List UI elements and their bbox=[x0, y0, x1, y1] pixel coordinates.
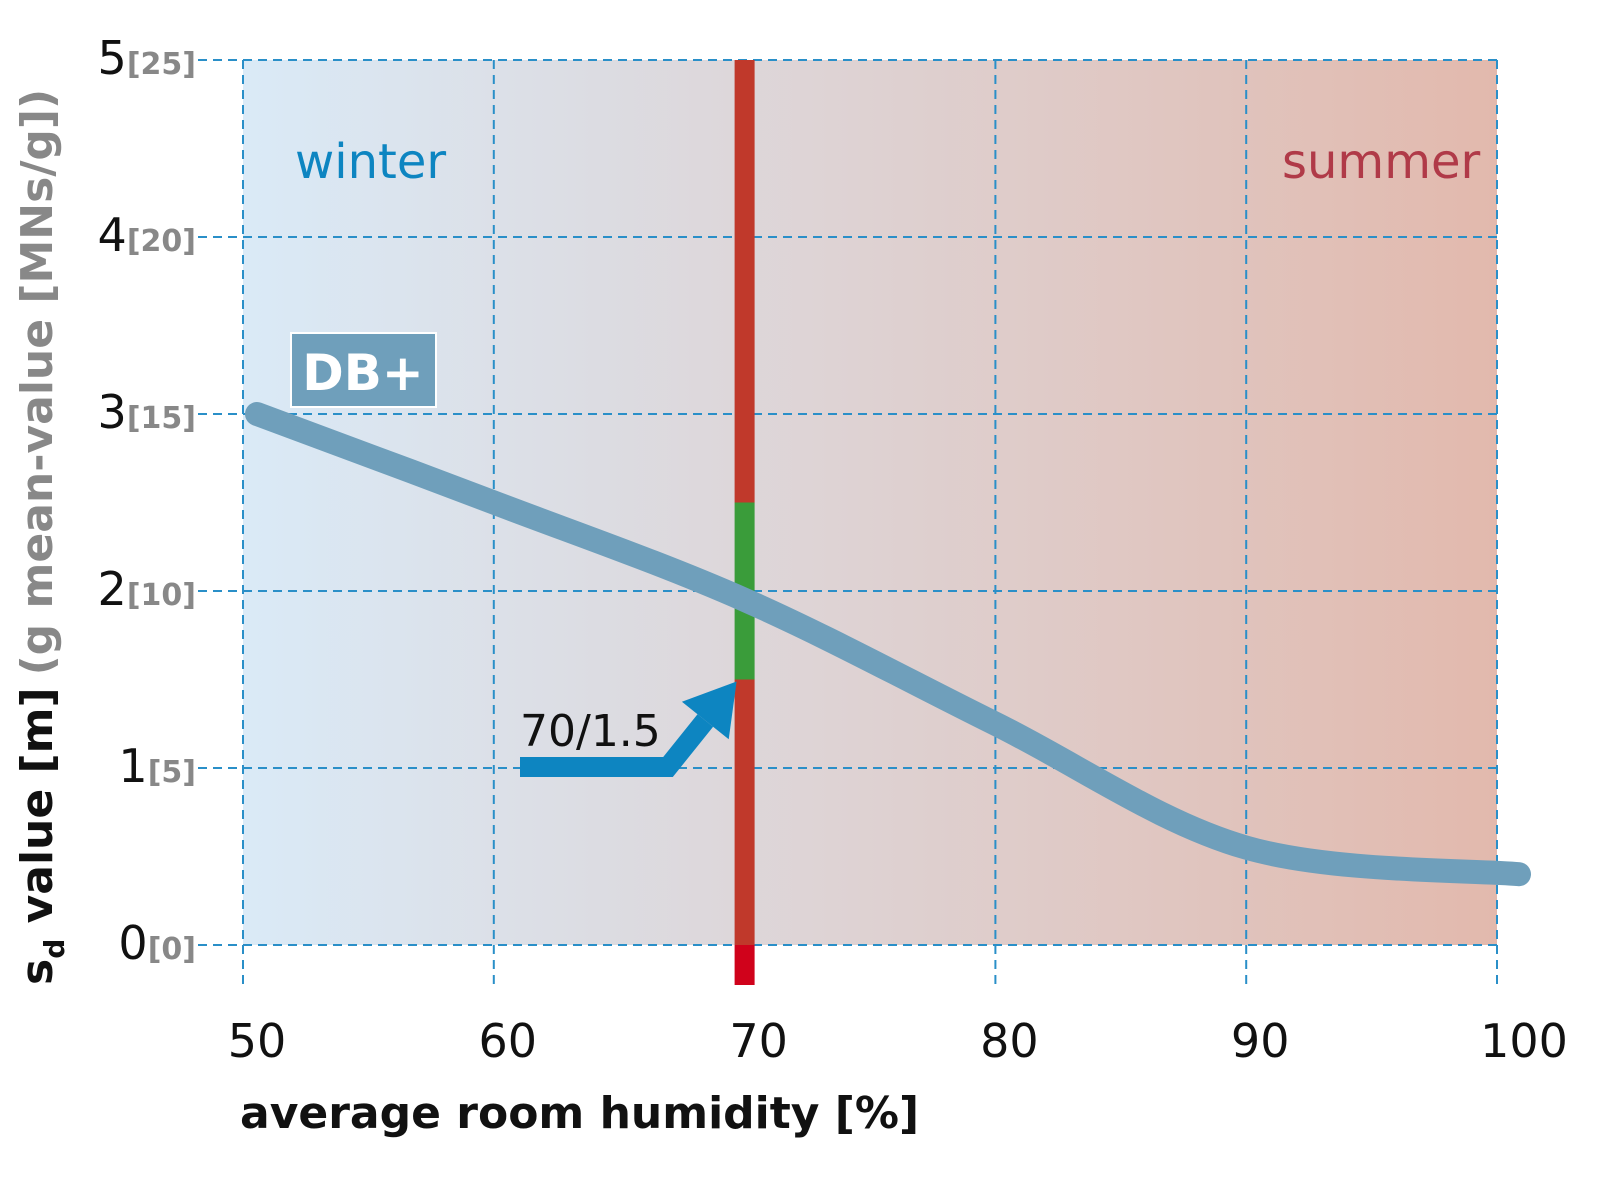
y-tick-secondary: [15] bbox=[127, 401, 196, 436]
series-db-plus bbox=[245, 402, 1531, 887]
season-labels: winter summer bbox=[295, 134, 1480, 190]
y-tick-label: 3[15] bbox=[98, 385, 196, 439]
y-axis-title-secondary: (g mean-value [MNs/g]) bbox=[12, 89, 63, 676]
y-tick-secondary: [25] bbox=[127, 47, 196, 82]
legend-label-db-plus: DB+ bbox=[302, 344, 424, 402]
x-tick-label: 100 bbox=[1480, 1014, 1568, 1068]
summer-label: summer bbox=[1282, 134, 1480, 190]
annotation-text: 70/1.5 bbox=[520, 706, 661, 757]
y-axis-title-prefix: s bbox=[12, 959, 63, 985]
y-tick-secondary: [0] bbox=[148, 932, 196, 967]
y-tick-secondary: [10] bbox=[127, 578, 196, 613]
y-tick-label: 2[10] bbox=[98, 562, 196, 616]
legend-box bbox=[290, 332, 437, 408]
x-tick-label: 70 bbox=[729, 1014, 788, 1068]
x-tick-label: 80 bbox=[980, 1014, 1039, 1068]
y-tick-main: 2 bbox=[98, 562, 127, 616]
y-tick-secondary: [5] bbox=[148, 755, 196, 790]
y-axis-title: sd value [m] (g mean-value [MNs/g]) bbox=[12, 89, 71, 985]
svg-text:sd value [m](g mean-value [MNs: sd value [m] (g mean-value [MNs/g]) bbox=[12, 89, 71, 985]
x-axis-title: average room humidity [%] bbox=[240, 1088, 919, 1139]
annotation-arrow-shaft bbox=[520, 714, 714, 777]
series-line-db-plus bbox=[245, 402, 1531, 887]
y-tick-main: 0 bbox=[118, 916, 147, 970]
x-tick-label: 60 bbox=[479, 1014, 538, 1068]
y-axis-ticks: 0[0] 1[5] 2[10] 3[15] 4[20] 5[25] bbox=[98, 31, 196, 970]
y-tick-label: 0[0] bbox=[118, 916, 196, 970]
y-tick-main: 4 bbox=[98, 208, 127, 262]
y-axis-title-suffix: value [m] bbox=[12, 687, 63, 938]
x-tick-label: 90 bbox=[1231, 1014, 1290, 1068]
y-tick-main: 1 bbox=[118, 739, 147, 793]
y-axis-title-subscript: d bbox=[38, 939, 71, 959]
annotation-arrow-head bbox=[681, 681, 737, 740]
y-tick-label: 1[5] bbox=[118, 739, 196, 793]
y-tick-main: 3 bbox=[98, 385, 127, 439]
y-tick-secondary: [20] bbox=[127, 224, 196, 259]
y-tick-label: 4[20] bbox=[98, 208, 196, 262]
x-tick-label: 50 bbox=[228, 1014, 287, 1068]
annotation: 70/1.5 bbox=[520, 681, 737, 777]
winter-label: winter bbox=[295, 134, 446, 190]
y-tick-main: 5 bbox=[98, 31, 127, 85]
x-axis-ticks: 50 60 70 80 90 100 bbox=[228, 1014, 1568, 1068]
y-tick-label: 5[25] bbox=[98, 31, 196, 85]
grid bbox=[198, 59, 1498, 985]
legend: DB+ bbox=[290, 332, 437, 408]
plot-background bbox=[243, 60, 1497, 945]
